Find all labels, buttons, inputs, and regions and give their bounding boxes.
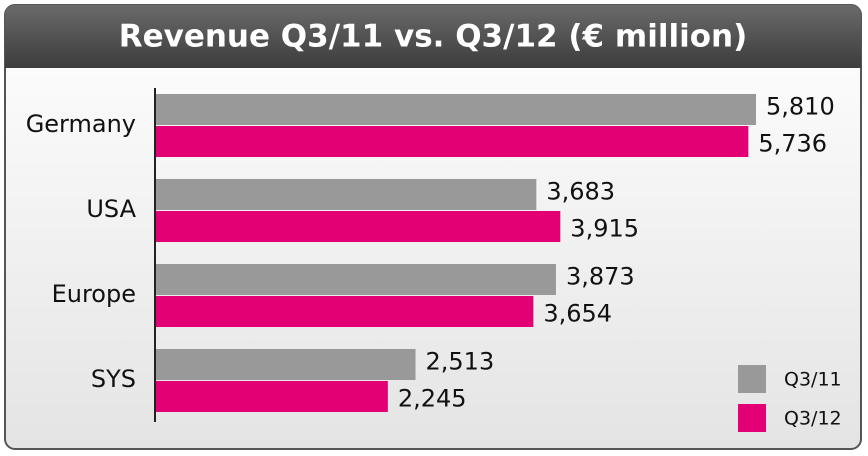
legend-swatch xyxy=(738,365,766,393)
value-label: 3,873 xyxy=(566,263,635,291)
value-label: 3,915 xyxy=(570,215,639,243)
value-label: 5,736 xyxy=(758,130,827,158)
bar xyxy=(156,179,537,210)
bar xyxy=(156,381,388,412)
value-label: 3,683 xyxy=(546,178,615,206)
category-label: USA xyxy=(86,195,136,223)
value-label: 5,810 xyxy=(766,93,835,121)
value-label: 2,513 xyxy=(426,348,495,376)
category-label: Europe xyxy=(52,280,136,308)
title-bar xyxy=(5,5,861,68)
legend-label: Q3/11 xyxy=(784,369,842,391)
legend-label: Q3/12 xyxy=(784,408,842,430)
category-label: SYS xyxy=(91,365,136,393)
bar xyxy=(156,94,756,125)
bar xyxy=(156,349,416,380)
category-label: Germany xyxy=(26,110,136,138)
bar xyxy=(156,264,556,295)
value-label: 3,654 xyxy=(543,300,612,328)
chart-title: Revenue Q3/11 vs. Q3/12 (€ million) xyxy=(119,19,748,55)
bar xyxy=(156,211,561,242)
legend-swatch xyxy=(738,404,766,432)
bar xyxy=(156,126,749,157)
bar xyxy=(156,296,534,327)
value-label: 2,245 xyxy=(398,385,467,413)
